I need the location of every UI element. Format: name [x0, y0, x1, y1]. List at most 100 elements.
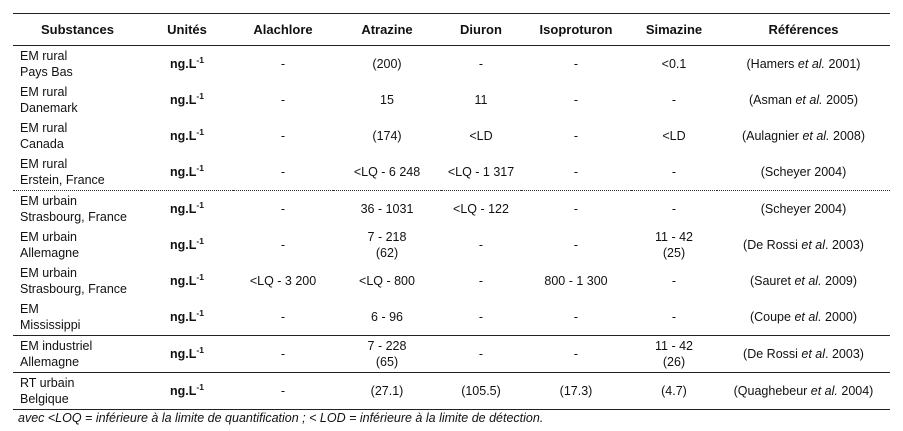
atrazine-value: 7 - 218	[367, 230, 407, 244]
reference-cell: (Scheyer 2004)	[717, 154, 890, 191]
unit-exponent: -1	[196, 272, 204, 282]
reference-author: (Sauret	[749, 274, 795, 288]
reference-year: 2005)	[822, 93, 859, 107]
reference-cell: (Asman et al. 2005)	[717, 82, 890, 118]
unit-exponent: -1	[196, 127, 204, 137]
isoproturon-cell: -	[521, 118, 631, 154]
isoproturon-cell: -	[521, 227, 631, 263]
atrazine-cell: <LQ - 800	[333, 263, 441, 299]
unit-exponent: -1	[196, 55, 204, 65]
substance-type: EM urbain	[20, 266, 77, 280]
substance-location: Mississippi	[20, 318, 81, 332]
unit-base: ng.L	[170, 310, 197, 324]
table-row: EM Mississippi ng.L-1 - 6 - 96 - - - (Coupe et a…	[13, 299, 890, 336]
substance-location: Strasbourg, France	[20, 282, 127, 296]
reference-etal: et al	[801, 347, 826, 361]
isoproturon-value: -	[573, 238, 579, 252]
unit-cell: ng.L-1	[141, 154, 233, 191]
alachlore-cell: <LQ - 3 200	[233, 263, 333, 299]
unit-exponent: -1	[196, 163, 204, 173]
isoproturon-cell: -	[521, 335, 631, 373]
isoproturon-cell: -	[521, 299, 631, 336]
diuron-value: <LQ - 1 317	[447, 165, 515, 179]
substance-location: Allemagne	[20, 355, 80, 369]
column-header: Unités	[141, 13, 233, 46]
simazine-cell: <LD	[631, 118, 717, 154]
alachlore-cell: -	[233, 299, 333, 336]
pesticide-concentration-table: Substances Unités Alachlore Atrazine Diuron I…	[13, 13, 890, 410]
simazine-cell: 11 - 42 (25)	[631, 227, 717, 263]
alachlore-cell: -	[233, 335, 333, 373]
simazine-value: <0.1	[661, 57, 687, 71]
table-row: EM rural Pays Bas ng.L-1 - (200) - - <0.1 (Hamer…	[13, 46, 890, 83]
alachlore-cell: -	[233, 227, 333, 263]
column-header: Atrazine	[333, 13, 441, 46]
reference-author: (Coupe	[749, 310, 795, 324]
column-header: Isoproturon	[521, 13, 631, 46]
substance-type: EM rural	[20, 49, 68, 63]
diuron-cell: -	[441, 263, 521, 299]
reference-cell: (De Rossi et al. 2003)	[717, 335, 890, 373]
unit-exponent: -1	[196, 236, 204, 246]
unit-exponent: -1	[196, 345, 204, 355]
diuron-value: <LD	[469, 129, 493, 143]
unit-cell: ng.L-1	[141, 227, 233, 263]
isoproturon-cell: -	[521, 191, 631, 228]
substance-location: Erstein, France	[20, 173, 105, 187]
diuron-value: <LQ - 122	[453, 202, 509, 216]
diuron-value: -	[478, 310, 484, 324]
alachlore-value: -	[280, 165, 286, 179]
reference-author: (De Rossi	[743, 347, 802, 361]
atrazine-median: (65)	[375, 355, 399, 369]
simazine-median: (25)	[662, 246, 686, 260]
alachlore-value: -	[280, 202, 286, 216]
alachlore-cell: -	[233, 372, 333, 410]
substance-cell: EM urbain Allemagne	[13, 227, 141, 263]
unit-exponent: -1	[196, 382, 204, 392]
simazine-value: <LD	[662, 129, 686, 143]
atrazine-cell: 15	[333, 82, 441, 118]
simazine-cell: -	[631, 154, 717, 191]
alachlore-value: -	[280, 384, 286, 398]
atrazine-value: (200)	[372, 57, 402, 71]
diuron-cell: (105.5)	[441, 372, 521, 410]
diuron-cell: -	[441, 46, 521, 83]
substance-type: EM industriel	[20, 339, 93, 353]
table-row: RT urbain Belgique ng.L-1 - (27.1) (105.5) (17…	[13, 372, 890, 410]
simazine-median: (26)	[662, 355, 686, 369]
simazine-cell: (4.7)	[631, 372, 717, 410]
unit-cell: ng.L-1	[141, 118, 233, 154]
reference-author: (Aulagnier	[741, 129, 803, 143]
column-header: Simazine	[631, 13, 717, 46]
reference-year: 2009)	[821, 274, 858, 288]
isoproturon-value: -	[573, 129, 579, 143]
reference-cell: (Hamers et al. 2001)	[717, 46, 890, 83]
alachlore-value: <LQ - 3 200	[249, 274, 317, 288]
atrazine-value: (27.1)	[370, 384, 404, 398]
reference-etal: et al	[801, 238, 826, 252]
atrazine-cell: (27.1)	[333, 372, 441, 410]
simazine-value: -	[671, 274, 677, 288]
diuron-value: -	[478, 274, 484, 288]
substance-type: EM rural	[20, 85, 68, 99]
substance-location: Allemagne	[20, 246, 80, 260]
simazine-cell: -	[631, 82, 717, 118]
simazine-value: 11 - 42	[655, 339, 693, 353]
reference-author: (Quaghebeur	[733, 384, 811, 398]
unit-cell: ng.L-1	[141, 335, 233, 373]
diuron-value: 11	[474, 93, 488, 107]
simazine-value: -	[671, 310, 677, 324]
diuron-cell: -	[441, 299, 521, 336]
substance-type: EM	[20, 302, 39, 316]
isoproturon-value: -	[573, 93, 579, 107]
atrazine-value: 7 - 228	[367, 339, 407, 353]
reference-year: . 2003)	[825, 238, 864, 252]
atrazine-cell: <LQ - 6 248	[333, 154, 441, 191]
isoproturon-value: -	[573, 202, 579, 216]
alachlore-value: -	[280, 238, 286, 252]
unit-base: ng.L	[170, 57, 197, 71]
reference-cell: (Scheyer 2004)	[717, 191, 890, 228]
unit-base: ng.L	[170, 347, 197, 361]
simazine-value: -	[671, 93, 677, 107]
table-row: EM rural Erstein, France ng.L-1 - <LQ - 6 24…	[13, 154, 890, 191]
